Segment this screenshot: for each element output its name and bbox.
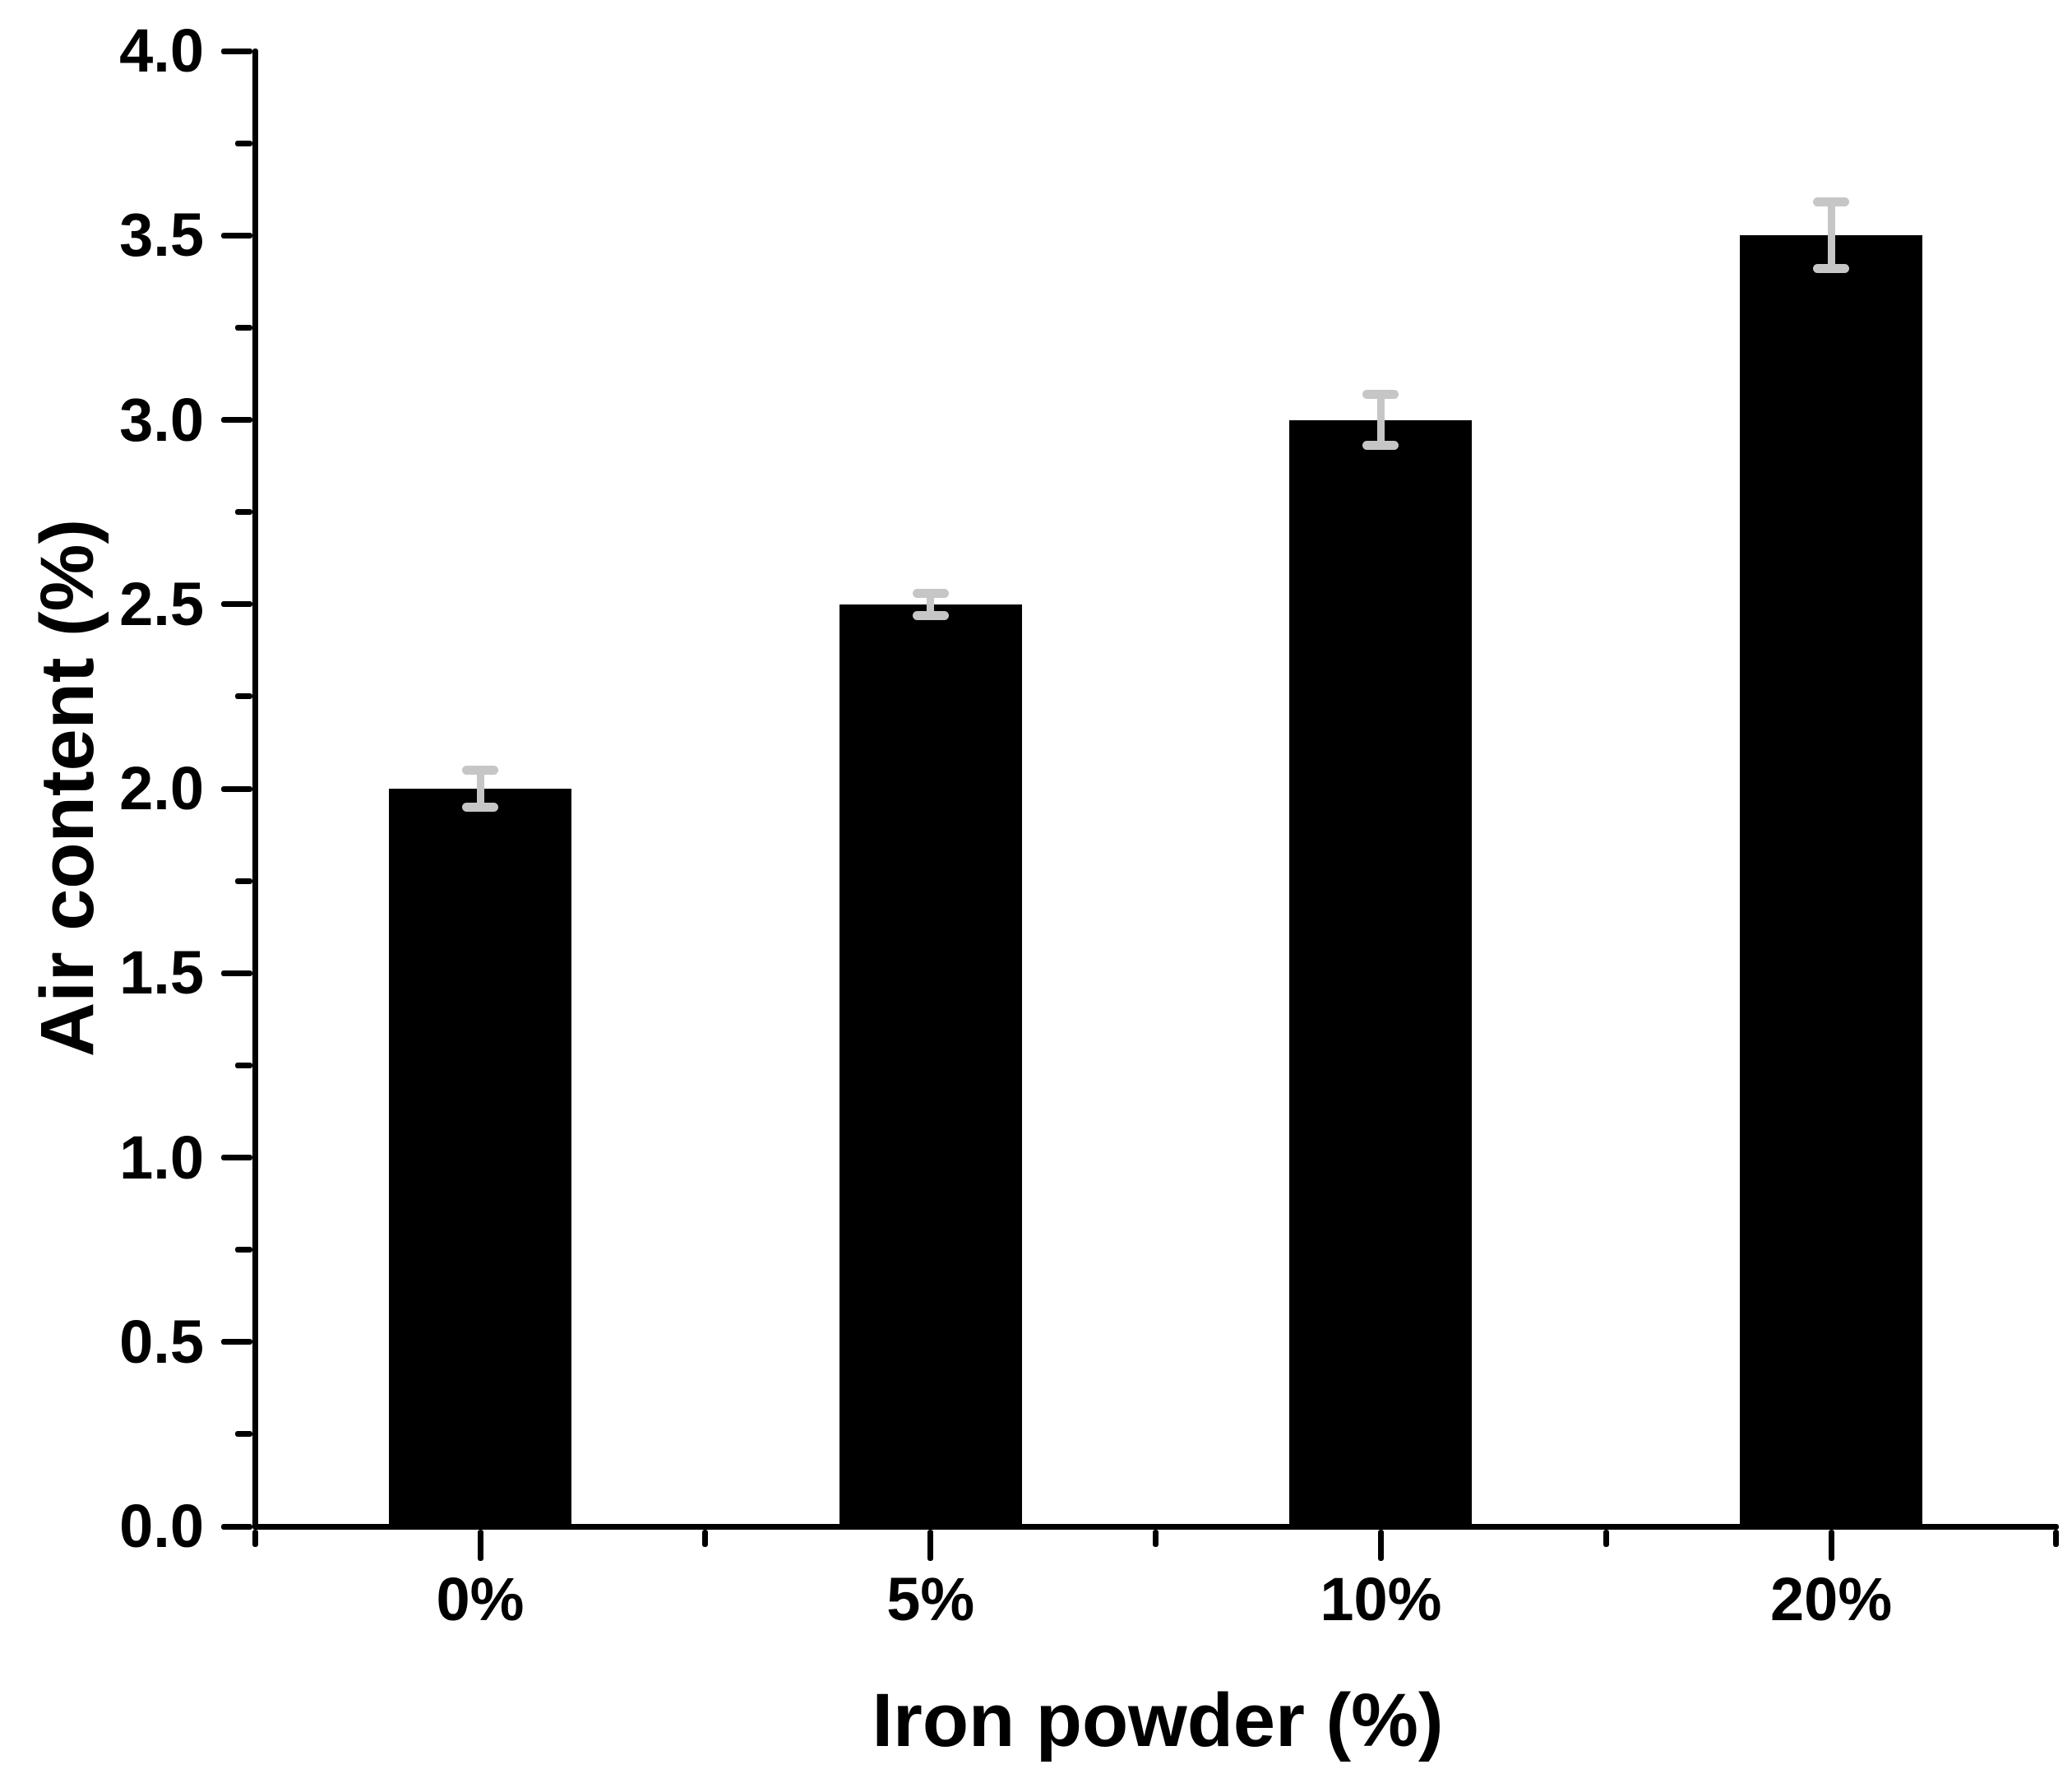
error-bar-cap [1813,264,1850,274]
error-bar-cap [462,766,498,776]
y-tick-label: 3.0 [119,385,204,454]
bar-5% [839,604,1022,1528]
error-bar-stem [1827,201,1835,269]
y-major-tick [220,417,252,423]
y-major-tick [220,970,252,976]
error-bar-stem [476,770,484,808]
y-major-tick [220,232,252,239]
y-minor-tick [234,693,252,700]
bar-10% [1289,419,1473,1528]
y-tick-label: 1.5 [119,938,204,1007]
error-bar-cap [912,610,949,620]
y-axis-title: Air content (%) [25,518,109,1058]
bar-0% [389,789,571,1528]
error-bar-cap [1362,389,1399,399]
x-tick-label: 5% [886,1565,975,1633]
y-minor-tick [234,509,252,516]
y-axis-line [252,49,258,1529]
y-minor-tick [234,1062,252,1068]
x-tick-label: 20% [1770,1565,1893,1633]
y-major-tick [220,1339,252,1345]
error-bar-cap [1813,197,1850,207]
x-tick-label: 0% [436,1565,525,1633]
bar-20% [1740,235,1923,1528]
x-minor-tick [702,1529,709,1547]
error-bar-cap [462,802,498,812]
error-bar-stem [1376,394,1385,446]
y-minor-tick [234,324,252,331]
x-major-tick [1377,1529,1384,1561]
x-tick-label: 10% [1320,1565,1442,1633]
y-major-tick [220,48,252,54]
y-minor-tick [234,1431,252,1438]
y-minor-tick [234,878,252,884]
y-tick-label: 0.0 [119,1492,204,1560]
x-minor-tick [1153,1529,1159,1547]
y-minor-tick [234,140,252,146]
error-bar-stem [927,593,935,616]
x-minor-tick [2053,1529,2060,1547]
x-minor-tick [252,1529,258,1547]
y-tick-label: 3.5 [119,201,204,270]
y-tick-label: 4.0 [119,16,204,85]
x-major-tick [1828,1529,1834,1561]
x-axis-title: Iron powder (%) [872,1679,1444,1762]
y-major-tick [220,1523,252,1530]
y-minor-tick [234,1247,252,1253]
y-tick-label: 2.0 [119,754,204,822]
x-major-tick [477,1529,483,1561]
x-minor-tick [1603,1529,1609,1547]
y-tick-label: 0.5 [119,1307,204,1376]
y-tick-label: 2.5 [119,569,204,638]
error-bar-cap [1362,441,1399,451]
y-major-tick [220,785,252,792]
x-major-tick [927,1529,934,1561]
y-major-tick [220,601,252,608]
error-bar-cap [912,588,949,598]
x-axis-line [252,1523,2060,1530]
y-tick-label: 1.0 [119,1123,204,1192]
y-major-tick [220,1155,252,1160]
